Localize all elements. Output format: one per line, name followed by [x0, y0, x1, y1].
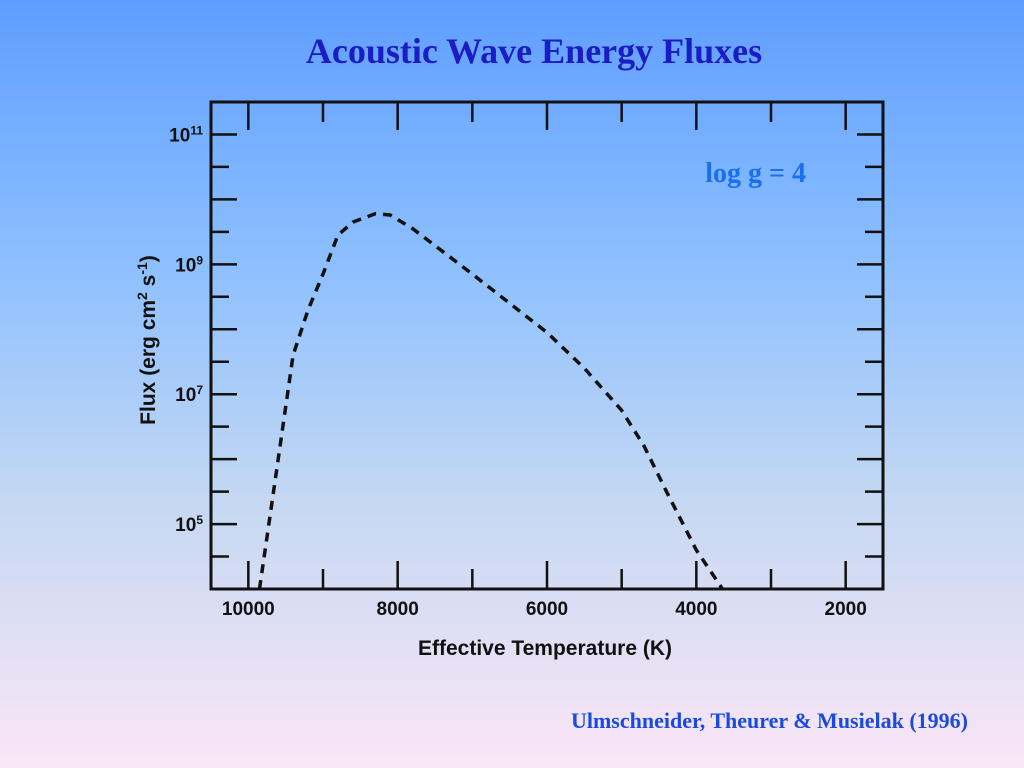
- y-axis-label: Flux (erg cm2 s-1): [134, 255, 160, 425]
- x-tick-label: 2000: [825, 599, 867, 620]
- x-tick-labels: 10000 8000 6000 4000 2000: [222, 599, 867, 620]
- y-tick-label: 105: [175, 513, 203, 536]
- citation: Ulmschneider, Theurer & Musielak (1996): [570, 708, 968, 733]
- annotation-log-g: log g = 4: [705, 158, 806, 189]
- x-tick-label: 4000: [675, 599, 717, 620]
- y-tick-label: 109: [175, 253, 203, 276]
- x-tick-label: 10000: [222, 599, 275, 620]
- y-tick-labels: 105 107 109 1011: [169, 123, 203, 536]
- flux-series-line: [257, 211, 724, 590]
- y-ticks: [211, 100, 883, 558]
- y-tick-label: 1011: [169, 123, 203, 146]
- x-axis-label: Effective Temperature (K): [418, 637, 672, 660]
- y-tick-label: 107: [175, 383, 203, 406]
- x-tick-label: 8000: [377, 599, 419, 620]
- slide-title: Acoustic Wave Energy Fluxes: [305, 31, 763, 71]
- x-tick-label: 6000: [526, 599, 568, 620]
- x-ticks: [247, 102, 847, 589]
